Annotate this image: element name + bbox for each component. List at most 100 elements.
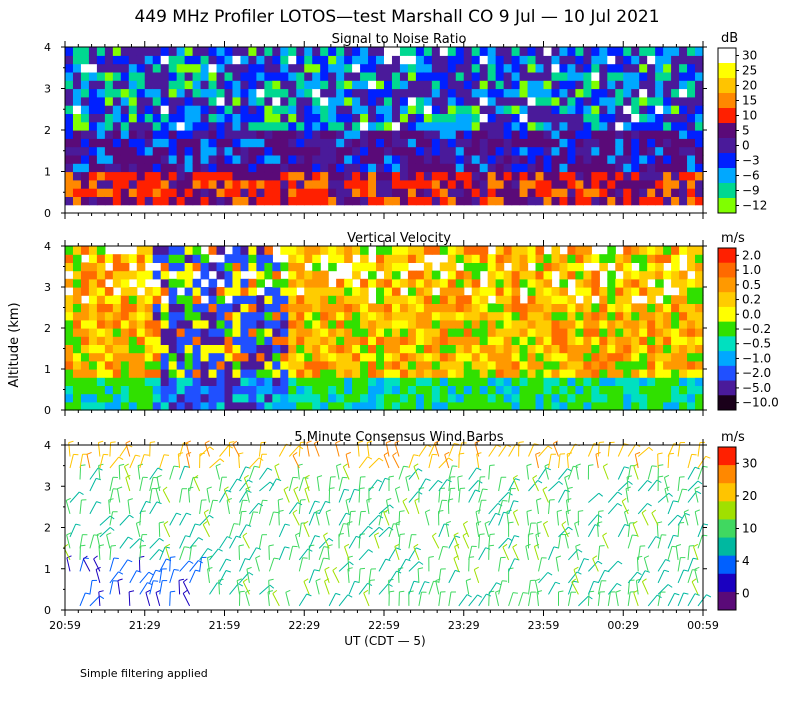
x-tick-label: 00:59 bbox=[687, 619, 719, 632]
colorbar-label: 15 bbox=[742, 94, 757, 108]
colorbar-swatch bbox=[718, 519, 736, 538]
colorbar-label: −5.0 bbox=[742, 381, 771, 395]
colorbar-unit: dB bbox=[721, 31, 738, 46]
y-tick-label: 3 bbox=[44, 281, 51, 294]
colorbar-swatch bbox=[718, 336, 736, 351]
y-tick-label: 2 bbox=[44, 124, 51, 137]
colorbar-swatch bbox=[718, 153, 736, 169]
colorbar-label: 30 bbox=[742, 456, 757, 470]
colorbar-unit: m/s bbox=[721, 231, 745, 246]
y-tick-label: 0 bbox=[44, 404, 51, 417]
colorbar-label: 10 bbox=[742, 109, 757, 123]
colorbar-label: 20 bbox=[742, 79, 757, 93]
y-tick-label: 1 bbox=[44, 166, 51, 179]
colorbar-swatch bbox=[718, 123, 736, 139]
colorbar-swatch bbox=[718, 381, 736, 396]
colorbar-label: 30 bbox=[742, 49, 757, 63]
colorbar-swatch bbox=[718, 574, 736, 593]
x-tick-label: 22:29 bbox=[288, 619, 320, 632]
colorbar-swatch bbox=[718, 447, 736, 466]
y-tick-label: 4 bbox=[44, 41, 51, 54]
colorbar-label: 5 bbox=[742, 124, 750, 138]
colorbar-label: −6 bbox=[742, 169, 760, 183]
y-tick-label: 4 bbox=[44, 439, 51, 452]
colorbar-label: 25 bbox=[742, 64, 757, 78]
panel-title: 5 Minute Consensus Wind Barbs bbox=[294, 430, 503, 445]
colorbar-swatch bbox=[718, 501, 736, 520]
heatmap-field bbox=[65, 246, 704, 411]
colorbar-swatch bbox=[718, 248, 736, 263]
colorbar-swatch bbox=[718, 48, 736, 64]
colorbar-swatch bbox=[718, 351, 736, 366]
colorbar-swatch bbox=[718, 292, 736, 307]
colorbar-label: −2.0 bbox=[742, 366, 771, 380]
colorbar-swatch bbox=[718, 366, 736, 381]
colorbar-swatch bbox=[718, 465, 736, 484]
colorbar-unit: m/s bbox=[721, 430, 745, 445]
y-tick-label: 2 bbox=[44, 522, 51, 535]
colorbar-label: −12 bbox=[742, 199, 767, 213]
colorbar-label: 4 bbox=[742, 554, 750, 568]
y-tick-label: 0 bbox=[44, 604, 51, 617]
figure-title: 449 MHz Profiler LOTOS—test Marshall CO … bbox=[134, 7, 659, 27]
x-tick-label: 21:29 bbox=[129, 619, 161, 632]
x-tick-label: 23:29 bbox=[448, 619, 480, 632]
colorbar-swatch bbox=[718, 93, 736, 109]
x-tick-label: 22:59 bbox=[368, 619, 400, 632]
colorbar-swatch bbox=[718, 538, 736, 557]
heatmap-field bbox=[65, 47, 704, 205]
panel-title: Signal to Noise Ratio bbox=[332, 32, 467, 47]
y-tick-label: 3 bbox=[44, 83, 51, 96]
y-tick-label: 2 bbox=[44, 322, 51, 335]
colorbar-swatch bbox=[718, 483, 736, 502]
colorbar-label: 1.0 bbox=[742, 263, 761, 277]
colorbar-label: −9 bbox=[742, 184, 760, 198]
colorbar-swatch bbox=[718, 168, 736, 184]
x-tick-label: 23:59 bbox=[528, 619, 560, 632]
colorbar-swatch bbox=[718, 395, 736, 410]
panel-1: Signal to Noise Ratio01234dB302520151050… bbox=[44, 31, 767, 220]
colorbar-label: −0.5 bbox=[742, 337, 771, 351]
colorbar: m/s2.01.00.50.20.0−0.2−0.5−1.0−2.0−5.0−1… bbox=[718, 231, 779, 411]
y-axis-label: Altitude (km) bbox=[7, 302, 22, 387]
x-tick-label: 00:29 bbox=[607, 619, 639, 632]
x-axis-label: UT (CDT — 5) bbox=[344, 634, 426, 648]
y-tick-label: 4 bbox=[44, 240, 51, 253]
panel-title: Vertical Velocity bbox=[347, 231, 451, 246]
colorbar-label: 0.5 bbox=[742, 278, 761, 292]
colorbar-swatch bbox=[718, 322, 736, 337]
colorbar: m/s 30 20 10 4 0 bbox=[718, 430, 757, 611]
colorbar-swatch bbox=[718, 63, 736, 79]
colorbar-label: 2.0 bbox=[742, 248, 761, 262]
colorbar-label: −10.0 bbox=[742, 396, 779, 410]
colorbar-swatch bbox=[718, 277, 736, 292]
colorbar-label: 0 bbox=[742, 139, 750, 153]
colorbar-label: 10 bbox=[742, 522, 757, 536]
y-tick-label: 0 bbox=[44, 207, 51, 220]
colorbar-label: −1.0 bbox=[742, 351, 771, 365]
colorbar-swatch bbox=[718, 198, 736, 214]
colorbar-label: −3 bbox=[742, 154, 760, 168]
x-tick-label: 21:59 bbox=[209, 619, 241, 632]
colorbar-label: 20 bbox=[742, 489, 757, 503]
colorbar-swatch bbox=[718, 307, 736, 322]
x-tick-label: 20:59 bbox=[49, 619, 81, 632]
colorbar-label: 0.0 bbox=[742, 307, 761, 321]
footnote: Simple filtering applied bbox=[80, 667, 208, 680]
colorbar-swatch bbox=[718, 138, 736, 154]
colorbar-swatch bbox=[718, 183, 736, 199]
panel-3: 5 Minute Consensus Wind Barbs 0 1 2 3 4 20:59 2… bbox=[44, 430, 757, 632]
colorbar-swatch bbox=[718, 263, 736, 278]
colorbar-label: −0.2 bbox=[742, 322, 771, 336]
colorbar-swatch bbox=[718, 108, 736, 124]
colorbar-label: 0 bbox=[742, 587, 750, 601]
colorbar-swatch bbox=[718, 556, 736, 575]
y-tick-label: 3 bbox=[44, 480, 51, 493]
panel-2: Vertical Velocity01234m/s2.01.00.50.20.0… bbox=[44, 231, 779, 417]
colorbar-swatch bbox=[718, 78, 736, 94]
colorbar-swatch bbox=[718, 592, 736, 611]
y-tick-label: 1 bbox=[44, 563, 51, 576]
